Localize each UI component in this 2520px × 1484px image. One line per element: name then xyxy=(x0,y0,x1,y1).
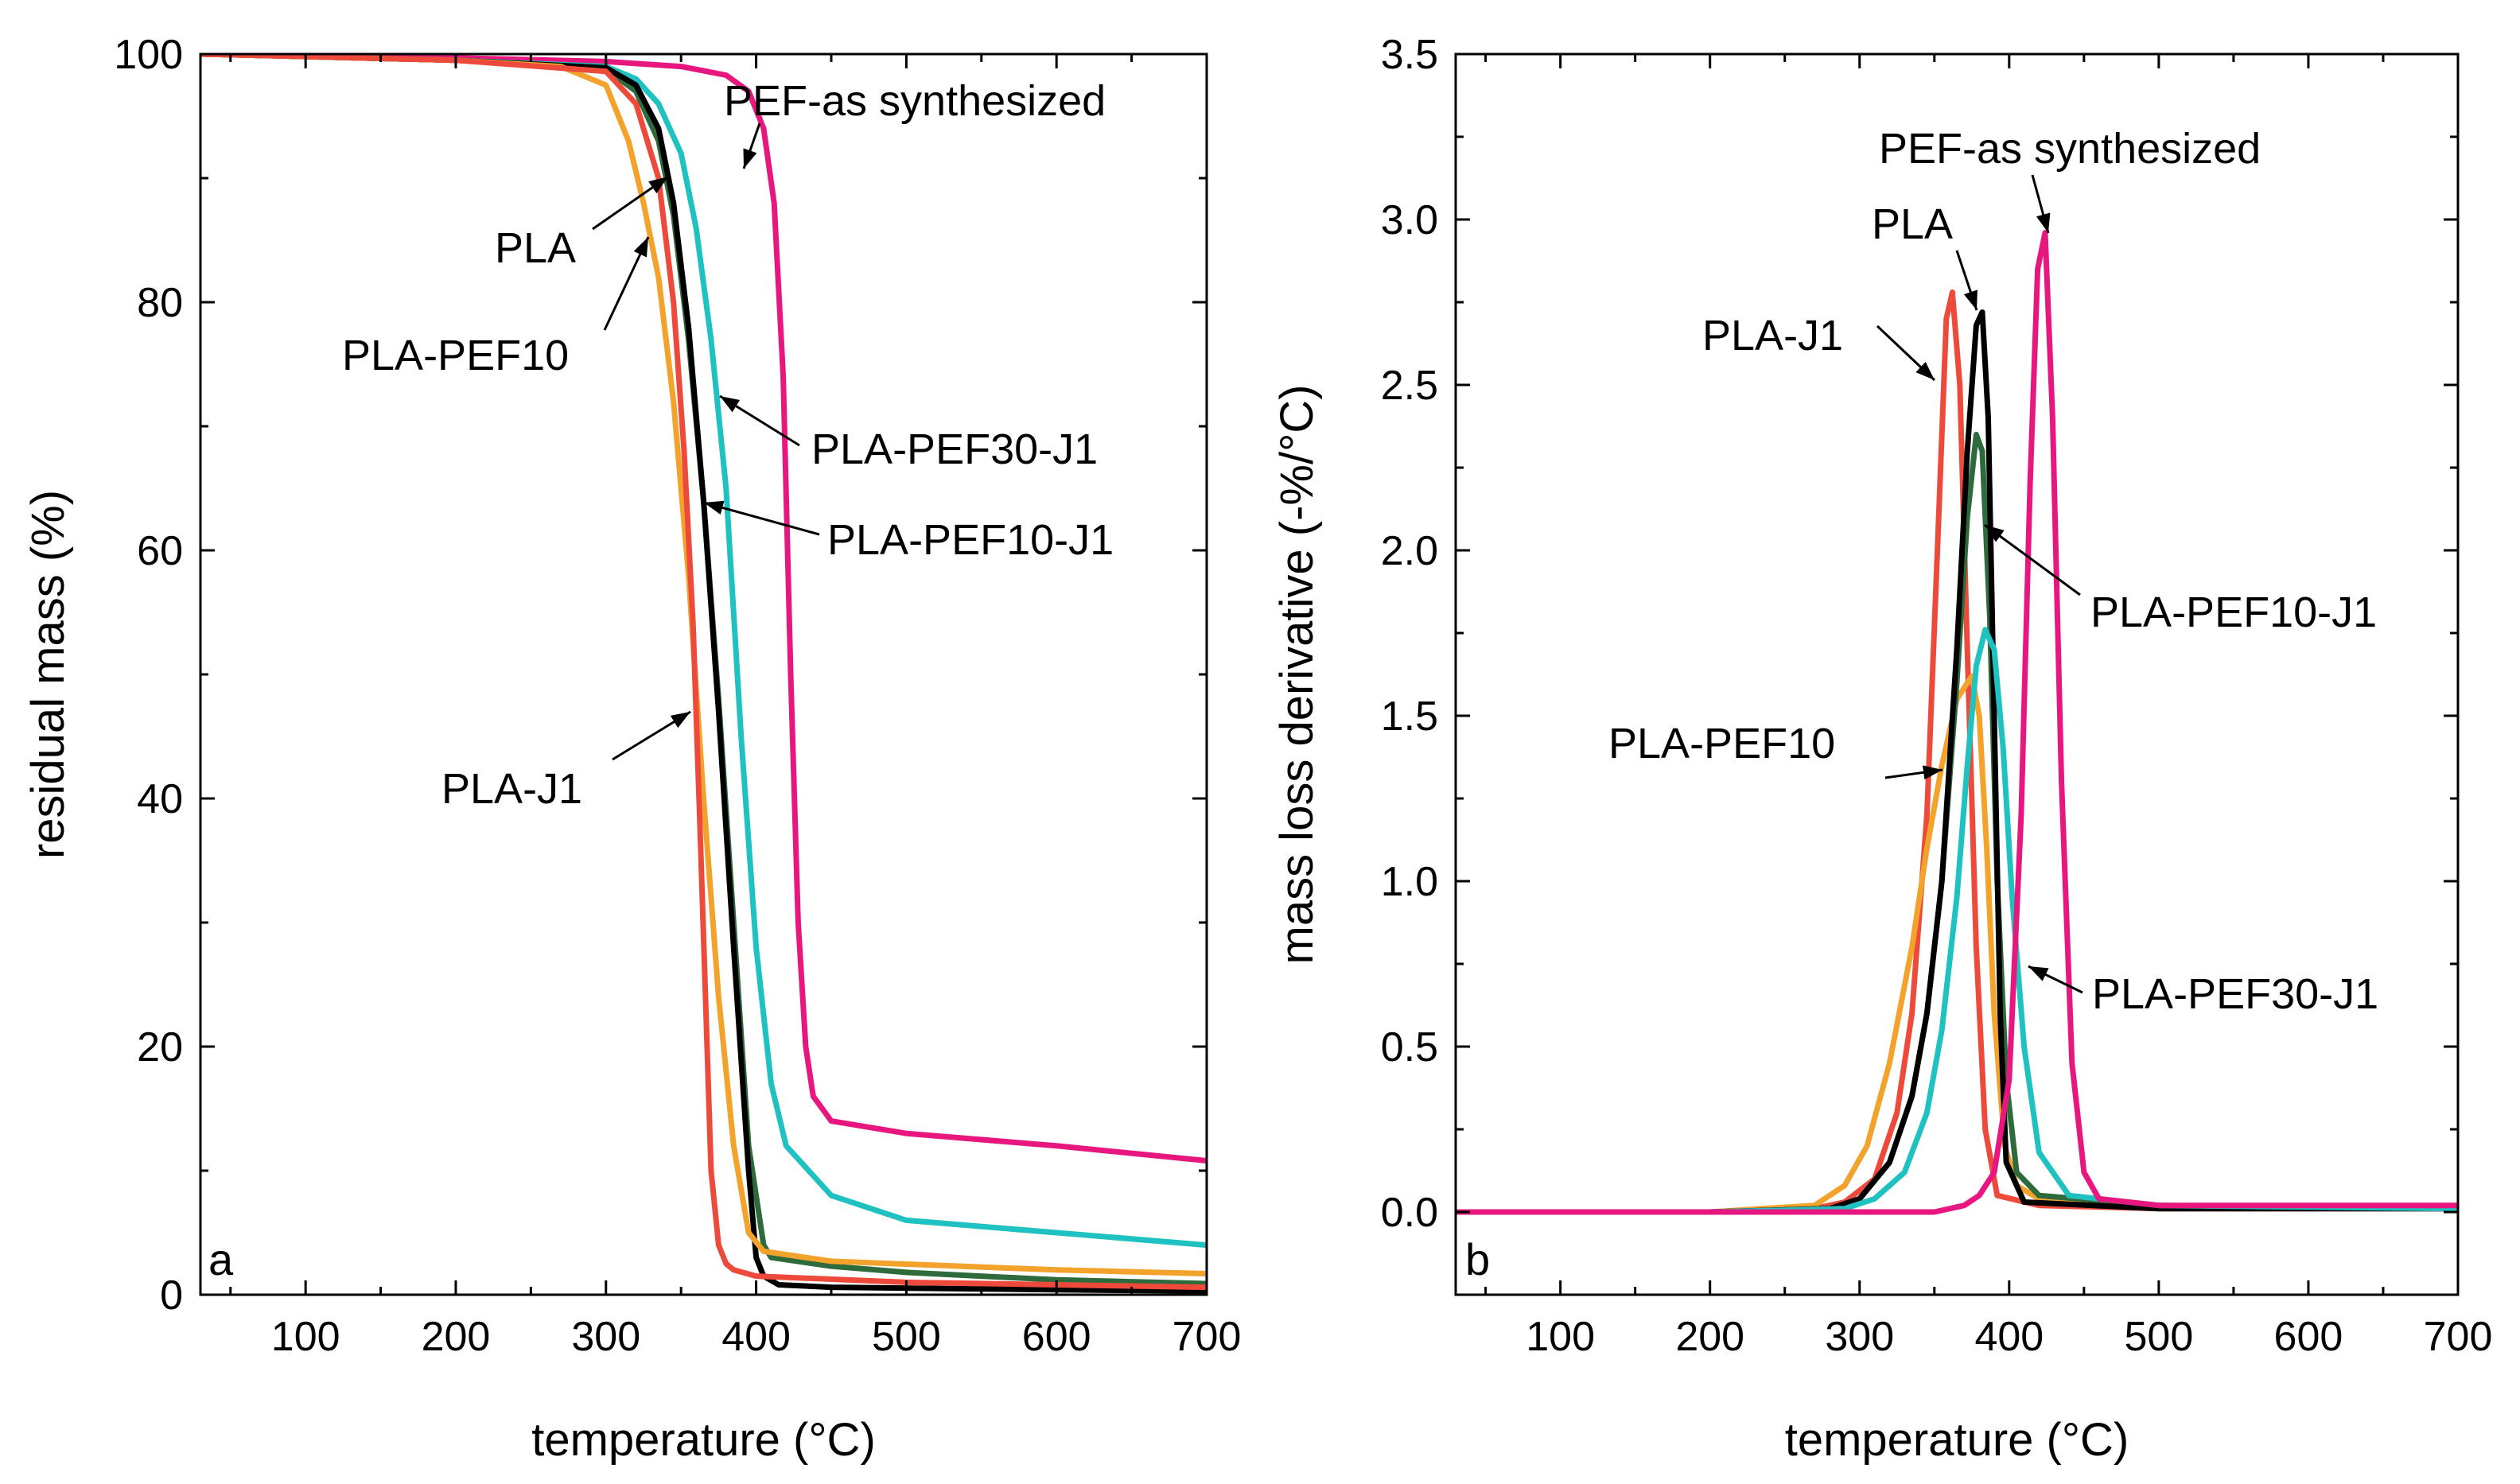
panel-b-x-tick-label: 600 xyxy=(2274,1314,2343,1360)
panel-b-x-tick-label: 500 xyxy=(2124,1314,2193,1360)
panel-a-y-axis-label: residual mass (%) xyxy=(22,490,74,859)
panel-a-annotation-arrowhead xyxy=(670,712,690,728)
panel-b-y-tick-label: 0.0 xyxy=(1381,1190,1438,1236)
panel-a-annotation-pla-j1: PLA-J1 xyxy=(441,765,582,813)
panel-b-y-tick-label: 1.5 xyxy=(1381,693,1438,740)
panel-b-series-group xyxy=(1456,230,2458,1215)
panel-a-series-group xyxy=(200,54,1207,1294)
panel-a-x-tick-label: 600 xyxy=(1022,1314,1091,1360)
panel-a-annotation-pla: PLA xyxy=(495,224,576,272)
panel-b-plot-frame xyxy=(1454,52,2460,1296)
panel-b-y-tick-label: 2.5 xyxy=(1381,363,1438,409)
panel-a-x-tick-label: 100 xyxy=(271,1314,340,1360)
panel-b-annotation-arrowhead xyxy=(1963,289,1978,310)
panel-b-series-pla-pef10-j1 xyxy=(1456,431,2458,1215)
panel-a-annotation-arrowhead xyxy=(704,500,725,515)
panel-a-y-tick-label: 0 xyxy=(160,1272,183,1319)
panel-a-y-tick-label: 40 xyxy=(137,776,183,822)
panel-a-x-axis-label: temperature (°C) xyxy=(531,1414,876,1466)
panel-b-x-tick-label: 100 xyxy=(1526,1314,1595,1360)
panel-a-x-tick-label: 700 xyxy=(1172,1314,1242,1360)
panel-b-y-tick-label: 3.5 xyxy=(1381,32,1438,78)
panel-a-y-tick-label: 20 xyxy=(137,1024,183,1070)
panel-a-y-tick-label: 60 xyxy=(137,528,183,574)
panel-b-annotation-arrow-line xyxy=(1984,523,2081,596)
panel-a-y-tick-label: 100 xyxy=(114,32,183,78)
panel-b-annotation-arrowhead xyxy=(1922,765,1942,780)
panel-b-annotation-pla-pef30-j1: PLA-PEF30-J1 xyxy=(2092,970,2378,1018)
panel-a-annotation-arrowhead xyxy=(633,237,648,258)
panel-a-x-tick-label: 200 xyxy=(422,1314,491,1360)
panel-b-annotation-arrowhead xyxy=(1915,361,1935,380)
panel-b-x-tick-label: 700 xyxy=(2424,1314,2493,1360)
panel-a-annotation-pla-pef10: PLA-PEF10 xyxy=(342,332,569,379)
panel-a-series-pla-pef10-j1 xyxy=(200,54,1207,1287)
panel-b-x-axis-label: temperature (°C) xyxy=(1785,1414,2129,1466)
panel-b-annotation-pla-j1: PLA-J1 xyxy=(1702,312,1843,359)
panel-b-annotation-pla: PLA xyxy=(1872,200,1953,248)
panel-a-plot-frame xyxy=(199,52,1208,1296)
panel-b-annotation-arrowhead xyxy=(1985,525,2005,542)
panel-a-series-pla-pef10 xyxy=(200,54,1207,1276)
panel-a-annotation-arrowhead xyxy=(648,177,668,194)
panel-b-y-axis-label: mass loss derivative (-%/°C) xyxy=(1271,385,1323,965)
panel-b-y-tick-label: 0.5 xyxy=(1381,1024,1438,1070)
panel-a-series-pla xyxy=(200,54,1207,1294)
panel-a-annotation-pef-as-synthesized: PEF-as synthesized xyxy=(724,77,1106,125)
panel-b-series-pla-pef30-j1 xyxy=(1456,627,2458,1215)
panel-a-series-pef-as-synthesized xyxy=(200,54,1207,1164)
panel-b-x-tick-label: 400 xyxy=(1974,1314,2044,1360)
panel-a-y-tick-label: 80 xyxy=(137,280,183,326)
panel-b-series-pla-pef10 xyxy=(1456,673,2458,1215)
panel-b-x-tick-label: 200 xyxy=(1675,1314,1744,1360)
panel-b-series-pla xyxy=(1456,309,2458,1215)
panel-b-y-tick-label: 3.0 xyxy=(1381,197,1438,243)
panel-a-panel-letter: a xyxy=(208,1234,234,1284)
panel-b-annotation-pla-pef10-j1: PLA-PEF10-J1 xyxy=(2090,589,2377,636)
panel-a-x-tick-label: 300 xyxy=(571,1314,640,1360)
panel-b-x-tick-label: 300 xyxy=(1825,1314,1894,1360)
panel-b-annotation-pla-pef10: PLA-PEF10 xyxy=(1608,720,1835,767)
panel-b-panel-letter: b xyxy=(1465,1234,1490,1284)
panel-b-y-tick-label: 2.0 xyxy=(1381,528,1438,574)
panel-a-x-tick-label: 500 xyxy=(872,1314,941,1360)
panel-a-x-tick-label: 400 xyxy=(721,1314,791,1360)
panel-b-annotation-arrowhead xyxy=(2028,966,2049,981)
panel-b-annotation-arrowhead xyxy=(2036,212,2051,233)
panel-a-annotation-pla-pef30-j1: PLA-PEF30-J1 xyxy=(811,425,1098,473)
panel-b-series-pla-j1 xyxy=(1456,289,2458,1215)
panel-a-annotation-pla-pef10-j1: PLA-PEF10-J1 xyxy=(827,516,1114,564)
panel-a-annotation-arrow-line xyxy=(703,501,820,536)
panel-a-residual-mass: 100 200 300 400 500 600 700 0 20 40 60 80 100 tempera… xyxy=(22,32,1241,1466)
panel-a-series-pla-j1 xyxy=(200,54,1207,1291)
panel-b-mass-loss-derivative: 100 200 300 400 500 600 700 0.0 0.5 1.0 1.5 2.0 2.5 3… xyxy=(1271,32,2492,1466)
panel-b-y-tick-label: 1.0 xyxy=(1381,859,1438,905)
panel-a-series-pla-pef30-j1 xyxy=(200,54,1207,1249)
panel-b-series-pef-as-synthesized xyxy=(1456,230,2458,1215)
panel-b-annotation-pef-as-synthesized: PEF-as synthesized xyxy=(1879,125,2261,173)
panel-a-annotation-arrowhead xyxy=(743,148,757,169)
panel-a-annotation-arrowhead xyxy=(720,396,741,413)
